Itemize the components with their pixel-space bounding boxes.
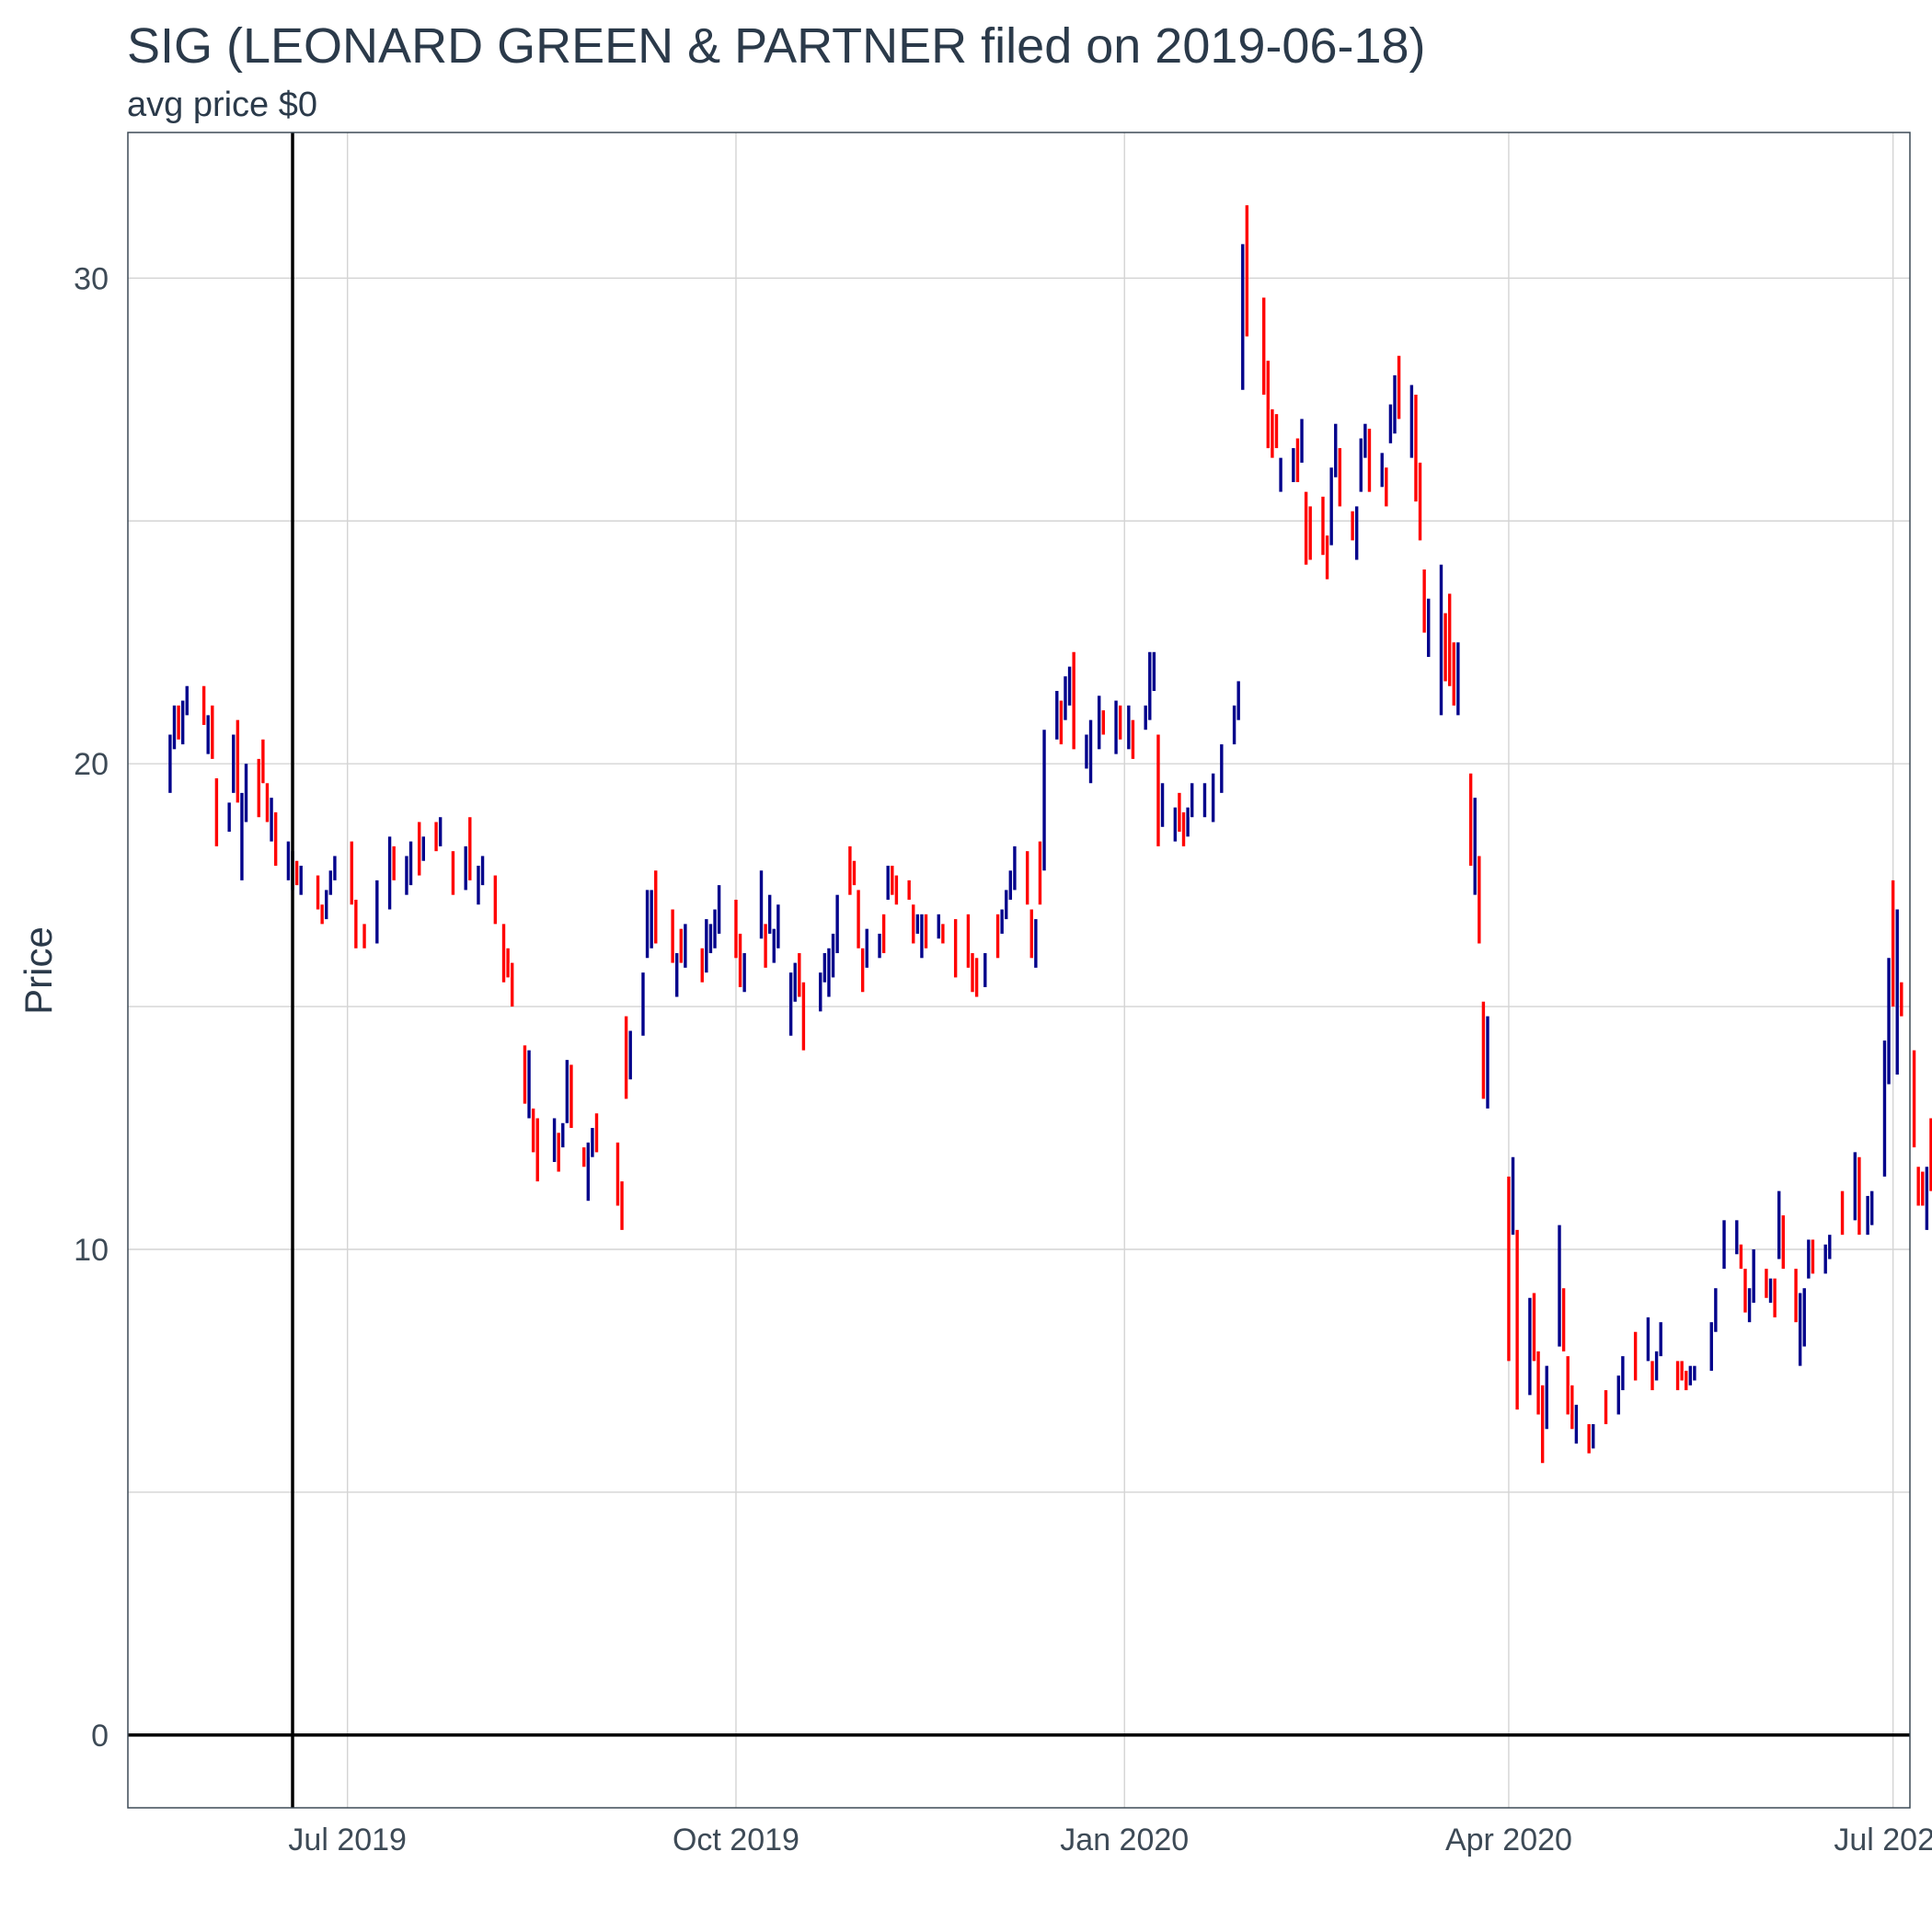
chart-subtitle: avg price $0 — [127, 86, 317, 124]
y-axis-label: Price — [17, 926, 60, 1015]
y-tick-label: 20 — [74, 747, 109, 782]
chart-title: SIG (LEONARD GREEN & PARTNER filed on 20… — [127, 18, 1426, 74]
x-tick-label: Jan 2020 — [1060, 1823, 1189, 1857]
x-tick-label: Jul 2020 — [1834, 1823, 1932, 1857]
y-axis-ticks: 0 10 20 30 — [74, 261, 109, 1753]
y-tick-label: 30 — [74, 261, 109, 296]
x-tick-label: Jul 2019 — [288, 1823, 407, 1857]
x-axis-ticks: Jul 2019 Oct 2019 Jan 2020 Apr 2020 Jul 2020 — [288, 1823, 1932, 1857]
y-tick-label: 0 — [91, 1719, 109, 1754]
reference-lines — [128, 132, 1910, 1808]
x-tick-label: Oct 2019 — [673, 1823, 799, 1857]
plot-border — [127, 132, 1911, 1809]
gridlines — [128, 132, 1910, 1808]
x-tick-label: Apr 2020 — [1445, 1823, 1572, 1857]
price-bars — [168, 205, 1932, 1464]
y-tick-label: 10 — [74, 1233, 109, 1268]
